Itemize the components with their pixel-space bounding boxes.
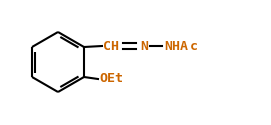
Text: NHA: NHA — [164, 40, 189, 52]
Text: N: N — [140, 40, 148, 52]
Text: c: c — [190, 40, 198, 52]
Text: CH: CH — [103, 40, 119, 52]
Text: OEt: OEt — [99, 72, 123, 86]
